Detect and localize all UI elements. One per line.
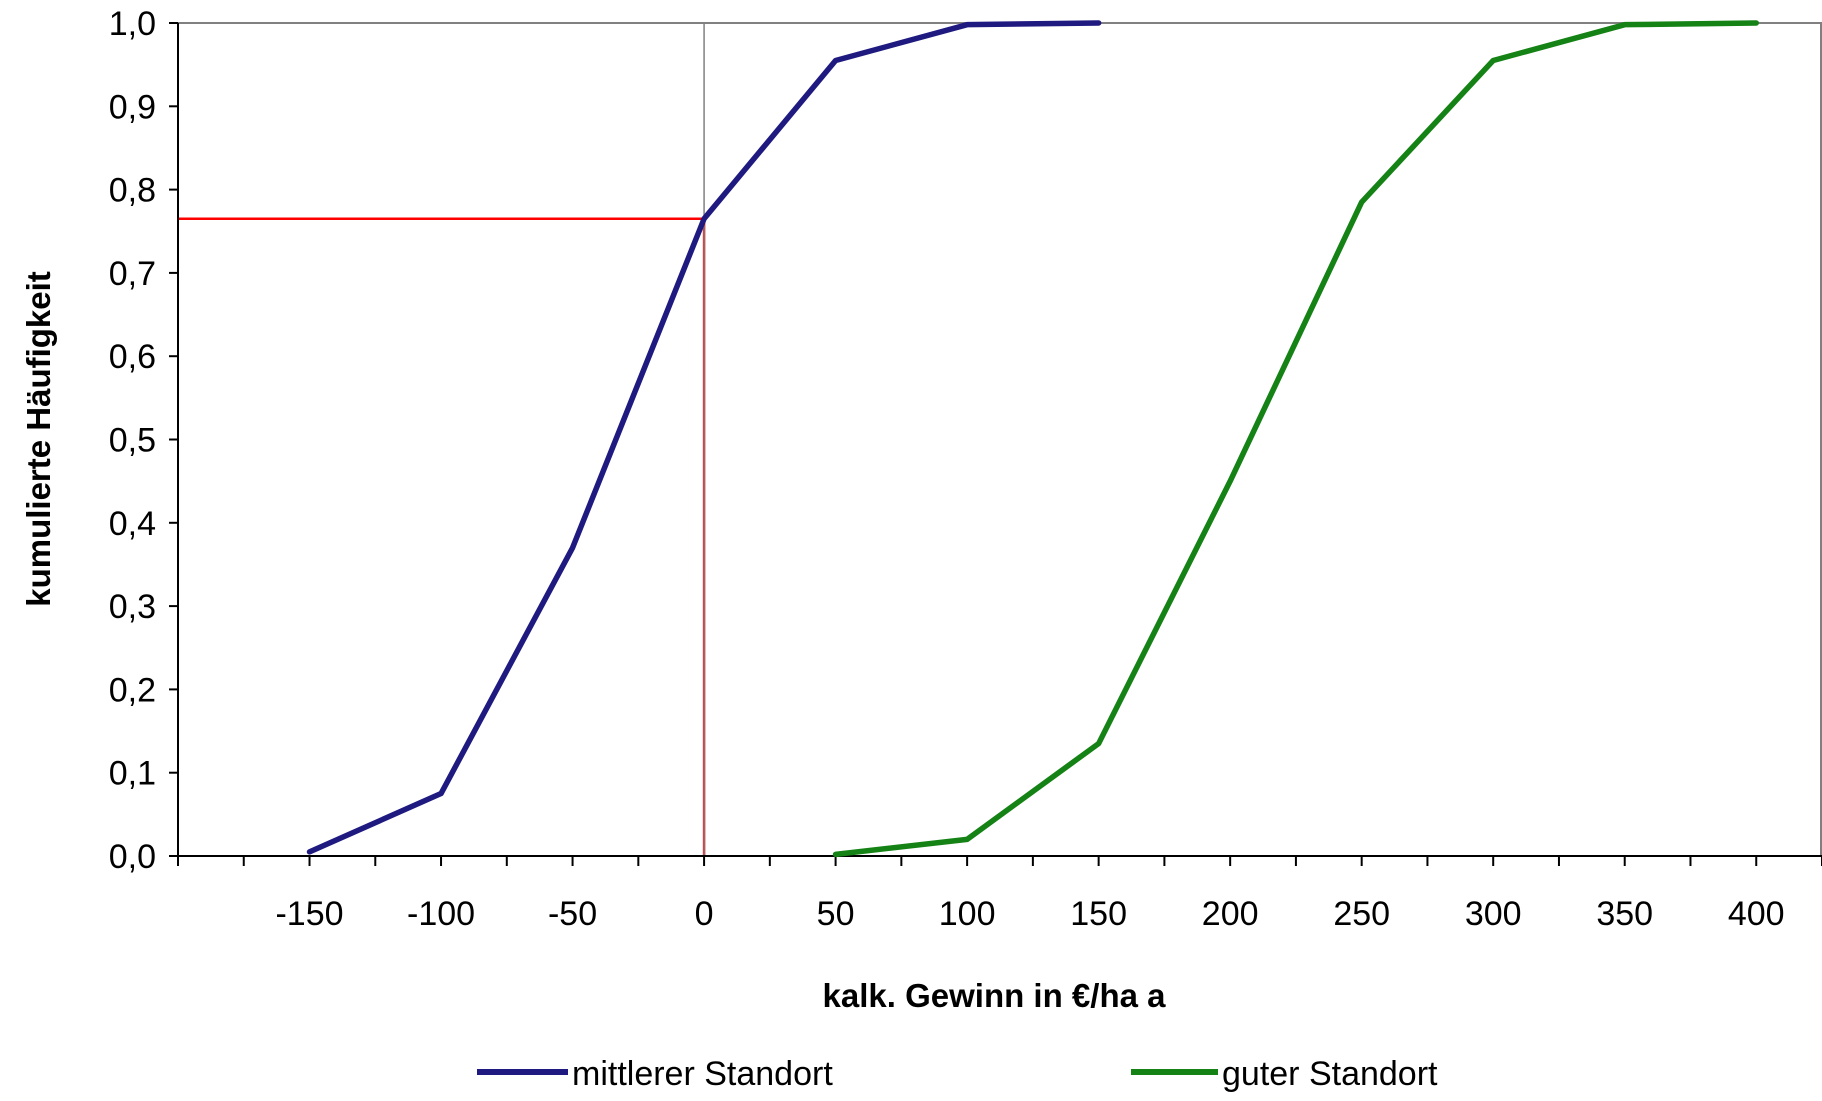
x-tick-label: 100	[939, 895, 996, 933]
y-tick-label: 0,8	[109, 172, 156, 210]
y-axis-title: kumulierte Häufigkeit	[20, 271, 57, 607]
legend-label-mittlerer-standort: mittlerer Standort	[572, 1055, 833, 1093]
legend-label-guter-standort: guter Standort	[1222, 1055, 1438, 1093]
reference-lines	[178, 217, 706, 856]
x-tick-label: -150	[275, 895, 343, 933]
y-tick-label: 0,9	[109, 88, 156, 126]
axes	[169, 22, 1822, 866]
x-tick-label: 350	[1596, 895, 1653, 933]
y-tick-label: 0,1	[109, 755, 156, 793]
x-tick-label: 50	[817, 895, 855, 933]
y-tick-label: 0,6	[109, 338, 156, 376]
y-tick-label: 0,5	[109, 422, 156, 460]
x-tick-label: 300	[1465, 895, 1522, 933]
tick-labels: 0,0 0,1 0,2 0,3 0,4 0,5 0,6 0,7 0,8 0,9 1,0 -150 -10…	[109, 5, 1785, 933]
x-tick-label: 0	[695, 895, 714, 933]
x-tick-label: 250	[1333, 895, 1390, 933]
legend: mittlerer Standort guter Standort	[477, 1055, 1438, 1093]
x-tick-label: -50	[548, 895, 597, 933]
x-tick-label: 200	[1202, 895, 1259, 933]
y-tick-label: 1,0	[109, 5, 156, 43]
y-tick-label: 0,2	[109, 671, 156, 709]
series-lines	[306, 20, 1759, 858]
y-tick-label: 0,4	[109, 505, 156, 543]
y-tick-label: 0,0	[109, 838, 156, 876]
series-line-mittlerer-standort	[306, 20, 1102, 855]
y-tick-label: 0,3	[109, 588, 156, 626]
x-tick-label: 400	[1728, 895, 1785, 933]
x-tick-label: -100	[407, 895, 475, 933]
series-line-guter-standort	[832, 20, 1759, 858]
y-tick-label: 0,7	[109, 255, 156, 293]
x-tick-label: 150	[1070, 895, 1127, 933]
x-axis-title: kalk. Gewinn in €/ha a	[823, 977, 1167, 1014]
